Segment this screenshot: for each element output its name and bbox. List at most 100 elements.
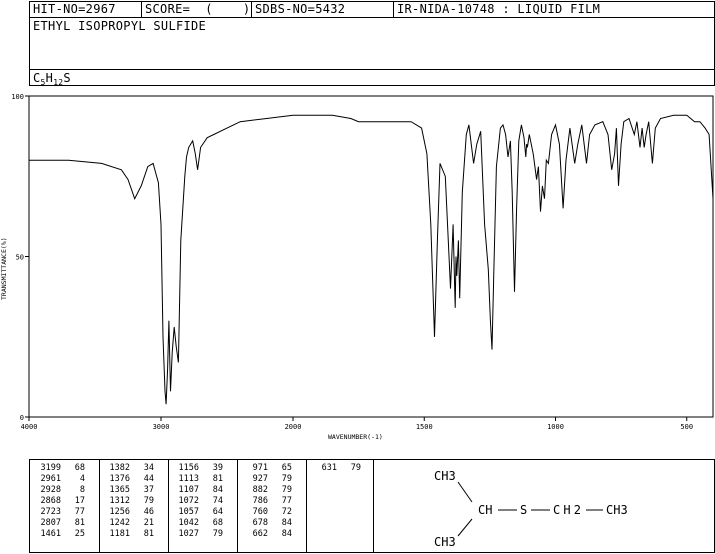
peak-row: 1027 79 [173, 529, 223, 540]
peak-row: 1242 21 [104, 518, 154, 529]
y-axis-ticks: 0 50 100 [11, 93, 29, 422]
peak-column: 1382 34 1376 44 1365 37 1312 79 1256 46 1242 21 1181… [104, 463, 154, 540]
peak-row: 1072 74 [173, 496, 223, 507]
peak-row: 1156 39 [173, 463, 223, 474]
peak-wavenumber: 2868 [40, 496, 61, 506]
peak-row: 662 84 [242, 529, 292, 540]
x-axis-label: WAVENUMBER(-1) [328, 433, 383, 441]
structure-box: CH3 CH S CH2 CH3 CH3 [373, 459, 715, 553]
peak-wavenumber: 2723 [40, 507, 61, 517]
peak-row: 678 84 [242, 518, 292, 529]
x-axis-ticks: 4000 3000 2000 1500 1000 500 [21, 417, 693, 431]
peak-transmittance: 25 [74, 529, 85, 539]
peak-transmittance: 8 [79, 485, 85, 495]
peak-transmittance: 84 [281, 518, 292, 528]
structure-sulfur: S [520, 503, 527, 517]
peak-row: 1461 25 [35, 529, 85, 540]
peak-transmittance: 81 [212, 474, 223, 484]
peak-transmittance: 81 [143, 529, 154, 539]
peak-transmittance: 79 [281, 474, 292, 484]
peak-wavenumber: 2807 [40, 518, 61, 528]
peak-row: 1365 37 [104, 485, 154, 496]
y-tick-label: 0 [20, 414, 24, 422]
peak-column: 971 65 927 79 882 79 786 77 760 72 678 84 662 84 [242, 463, 292, 540]
peak-row: 2868 17 [35, 496, 85, 507]
peak-row: 2807 81 [35, 518, 85, 529]
formula-c: C [33, 71, 41, 85]
sdbs-number: SDBS-NO=5432 [255, 2, 346, 16]
y-axis-label: TRANSMITTANCE(%) [0, 237, 8, 300]
peak-transmittance: 79 [212, 529, 223, 539]
spectrum-series-line [29, 114, 714, 405]
peak-row: 2961 4 [35, 474, 85, 485]
peak-wavenumber: 1027 [178, 529, 199, 539]
peak-wavenumber: 1242 [109, 518, 130, 528]
formula-c-count: 5 [40, 78, 46, 87]
peak-wavenumber: 1107 [178, 485, 199, 495]
peak-transmittance: 77 [74, 507, 85, 517]
peak-wavenumber: 2961 [40, 474, 61, 484]
structure-ch3-right: CH3 [606, 503, 628, 517]
peak-row: 2723 77 [35, 507, 85, 518]
peak-wavenumber: 631 [321, 463, 337, 473]
y-tick-label: 100 [11, 93, 24, 101]
peak-wavenumber: 1057 [178, 507, 199, 517]
peak-row: 1057 64 [173, 507, 223, 518]
peak-table: 3199 68 2961 4 2928 8 2868 17 2723 77 2807 81 1461 25… [29, 459, 374, 553]
peak-wavenumber: 1072 [178, 496, 199, 506]
peak-wavenumber: 1365 [109, 485, 130, 495]
score-field: SCORE= ( ) [145, 2, 251, 16]
x-tick-label: 1000 [547, 423, 564, 431]
peak-transmittance: 37 [143, 485, 154, 495]
peak-row: 927 79 [242, 474, 292, 485]
structure-ch2: CH2 [553, 503, 581, 517]
peak-transmittance: 21 [143, 518, 154, 528]
peak-wavenumber: 2928 [40, 485, 61, 495]
peak-transmittance: 79 [281, 485, 292, 495]
compound-name: ETHYL ISOPROPYL SULFIDE [33, 19, 207, 33]
peak-wavenumber: 1042 [178, 518, 199, 528]
peak-row: 760 72 [242, 507, 292, 518]
x-tick-label: 1500 [416, 423, 433, 431]
peak-wavenumber: 3199 [40, 463, 61, 473]
peak-wavenumber: 760 [252, 507, 268, 517]
peak-wavenumber: 1113 [178, 474, 199, 484]
peak-wavenumber: 1461 [40, 529, 61, 539]
x-tick-label: 2000 [285, 423, 302, 431]
peak-row: 1107 84 [173, 485, 223, 496]
structure-ch: CH [478, 503, 492, 517]
peak-transmittance: 77 [281, 496, 292, 506]
peak-transmittance: 79 [143, 496, 154, 506]
peak-transmittance: 64 [212, 507, 223, 517]
peak-transmittance: 68 [74, 463, 85, 473]
peak-transmittance: 68 [212, 518, 223, 528]
peak-transmittance: 46 [143, 507, 154, 517]
peak-column: 631 79 [311, 463, 361, 474]
structure-ch3-top: CH3 [434, 469, 456, 483]
peak-row: 2928 8 [35, 485, 85, 496]
peak-row: 1312 79 [104, 496, 154, 507]
peak-row: 1376 44 [104, 474, 154, 485]
peak-transmittance: 74 [212, 496, 223, 506]
peak-wavenumber: 1382 [109, 463, 130, 473]
peak-row: 786 77 [242, 496, 292, 507]
molecular-formula: C5H12S [33, 72, 71, 89]
peak-row: 631 79 [311, 463, 361, 474]
peak-wavenumber: 662 [252, 529, 268, 539]
peak-column: 3199 68 2961 4 2928 8 2868 17 2723 77 2807 81 1461 25 [35, 463, 85, 540]
peak-transmittance: 81 [74, 518, 85, 528]
formula-s: S [63, 71, 71, 85]
peak-transmittance: 44 [143, 474, 154, 484]
peak-transmittance: 84 [212, 485, 223, 495]
structure-ch3-bottom: CH3 [434, 535, 456, 549]
peak-column: 1156 39 1113 81 1107 84 1072 74 1057 64 1042 68 1027… [173, 463, 223, 540]
formula-h: H [45, 71, 54, 85]
peak-row: 971 65 [242, 463, 292, 474]
x-tick-label: 4000 [21, 423, 38, 431]
x-tick-label: 500 [680, 423, 693, 431]
peak-row: 1181 81 [104, 529, 154, 540]
peak-wavenumber: 927 [252, 474, 268, 484]
structure-diagram: CH3 CH S CH2 CH3 CH3 [434, 469, 628, 549]
peak-row: 1256 46 [104, 507, 154, 518]
peak-transmittance: 65 [281, 463, 292, 473]
